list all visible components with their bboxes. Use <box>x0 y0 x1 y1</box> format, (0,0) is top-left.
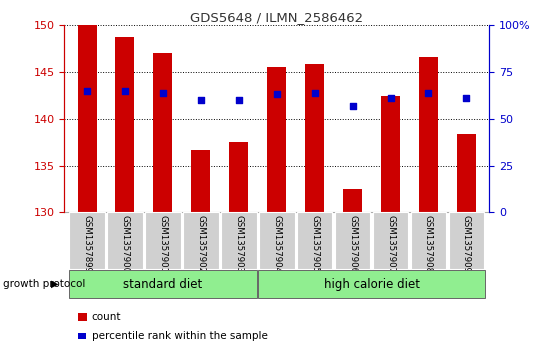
Bar <box>229 142 248 212</box>
Text: GSM1357904: GSM1357904 <box>272 215 281 273</box>
Point <box>310 90 319 95</box>
FancyBboxPatch shape <box>145 212 181 269</box>
FancyBboxPatch shape <box>69 270 257 298</box>
Text: GSM1357903: GSM1357903 <box>234 215 243 273</box>
FancyBboxPatch shape <box>258 270 485 298</box>
Point <box>424 90 433 95</box>
FancyBboxPatch shape <box>373 212 408 269</box>
Text: GSM1357909: GSM1357909 <box>462 215 471 273</box>
Text: GSM1357900: GSM1357900 <box>121 215 130 273</box>
Bar <box>305 64 324 212</box>
Point <box>196 97 205 103</box>
Text: percentile rank within the sample: percentile rank within the sample <box>92 331 268 341</box>
Point <box>234 97 243 103</box>
Text: high calorie diet: high calorie diet <box>324 278 420 290</box>
Bar <box>153 53 172 212</box>
Bar <box>419 57 438 212</box>
Text: GSM1357908: GSM1357908 <box>424 215 433 273</box>
Text: count: count <box>92 312 121 322</box>
Text: standard diet: standard diet <box>124 278 202 290</box>
Bar <box>191 150 210 212</box>
FancyBboxPatch shape <box>221 212 257 269</box>
Bar <box>78 25 97 212</box>
Point <box>158 90 167 95</box>
Text: growth protocol: growth protocol <box>3 279 85 289</box>
Text: GSM1357899: GSM1357899 <box>83 215 92 273</box>
Point <box>121 88 130 94</box>
FancyBboxPatch shape <box>107 212 143 269</box>
FancyBboxPatch shape <box>335 212 371 269</box>
Bar <box>116 37 135 212</box>
Text: GSM1357902: GSM1357902 <box>196 215 205 273</box>
FancyBboxPatch shape <box>259 212 295 269</box>
Bar <box>267 66 286 212</box>
Text: ▶: ▶ <box>50 279 58 289</box>
Text: GSM1357906: GSM1357906 <box>348 215 357 273</box>
Point <box>386 95 395 101</box>
Point <box>272 91 281 97</box>
Bar <box>457 134 476 212</box>
Text: GSM1357901: GSM1357901 <box>158 215 167 273</box>
Text: GSM1357907: GSM1357907 <box>386 215 395 273</box>
Point <box>83 88 92 94</box>
FancyBboxPatch shape <box>69 212 105 269</box>
Bar <box>381 95 400 212</box>
FancyBboxPatch shape <box>183 212 219 269</box>
Title: GDS5648 / ILMN_2586462: GDS5648 / ILMN_2586462 <box>190 11 363 24</box>
Bar <box>343 189 362 212</box>
Text: GSM1357905: GSM1357905 <box>310 215 319 273</box>
Point <box>348 103 357 109</box>
FancyBboxPatch shape <box>297 212 333 269</box>
Point <box>462 95 471 101</box>
FancyBboxPatch shape <box>448 212 484 269</box>
FancyBboxPatch shape <box>411 212 446 269</box>
